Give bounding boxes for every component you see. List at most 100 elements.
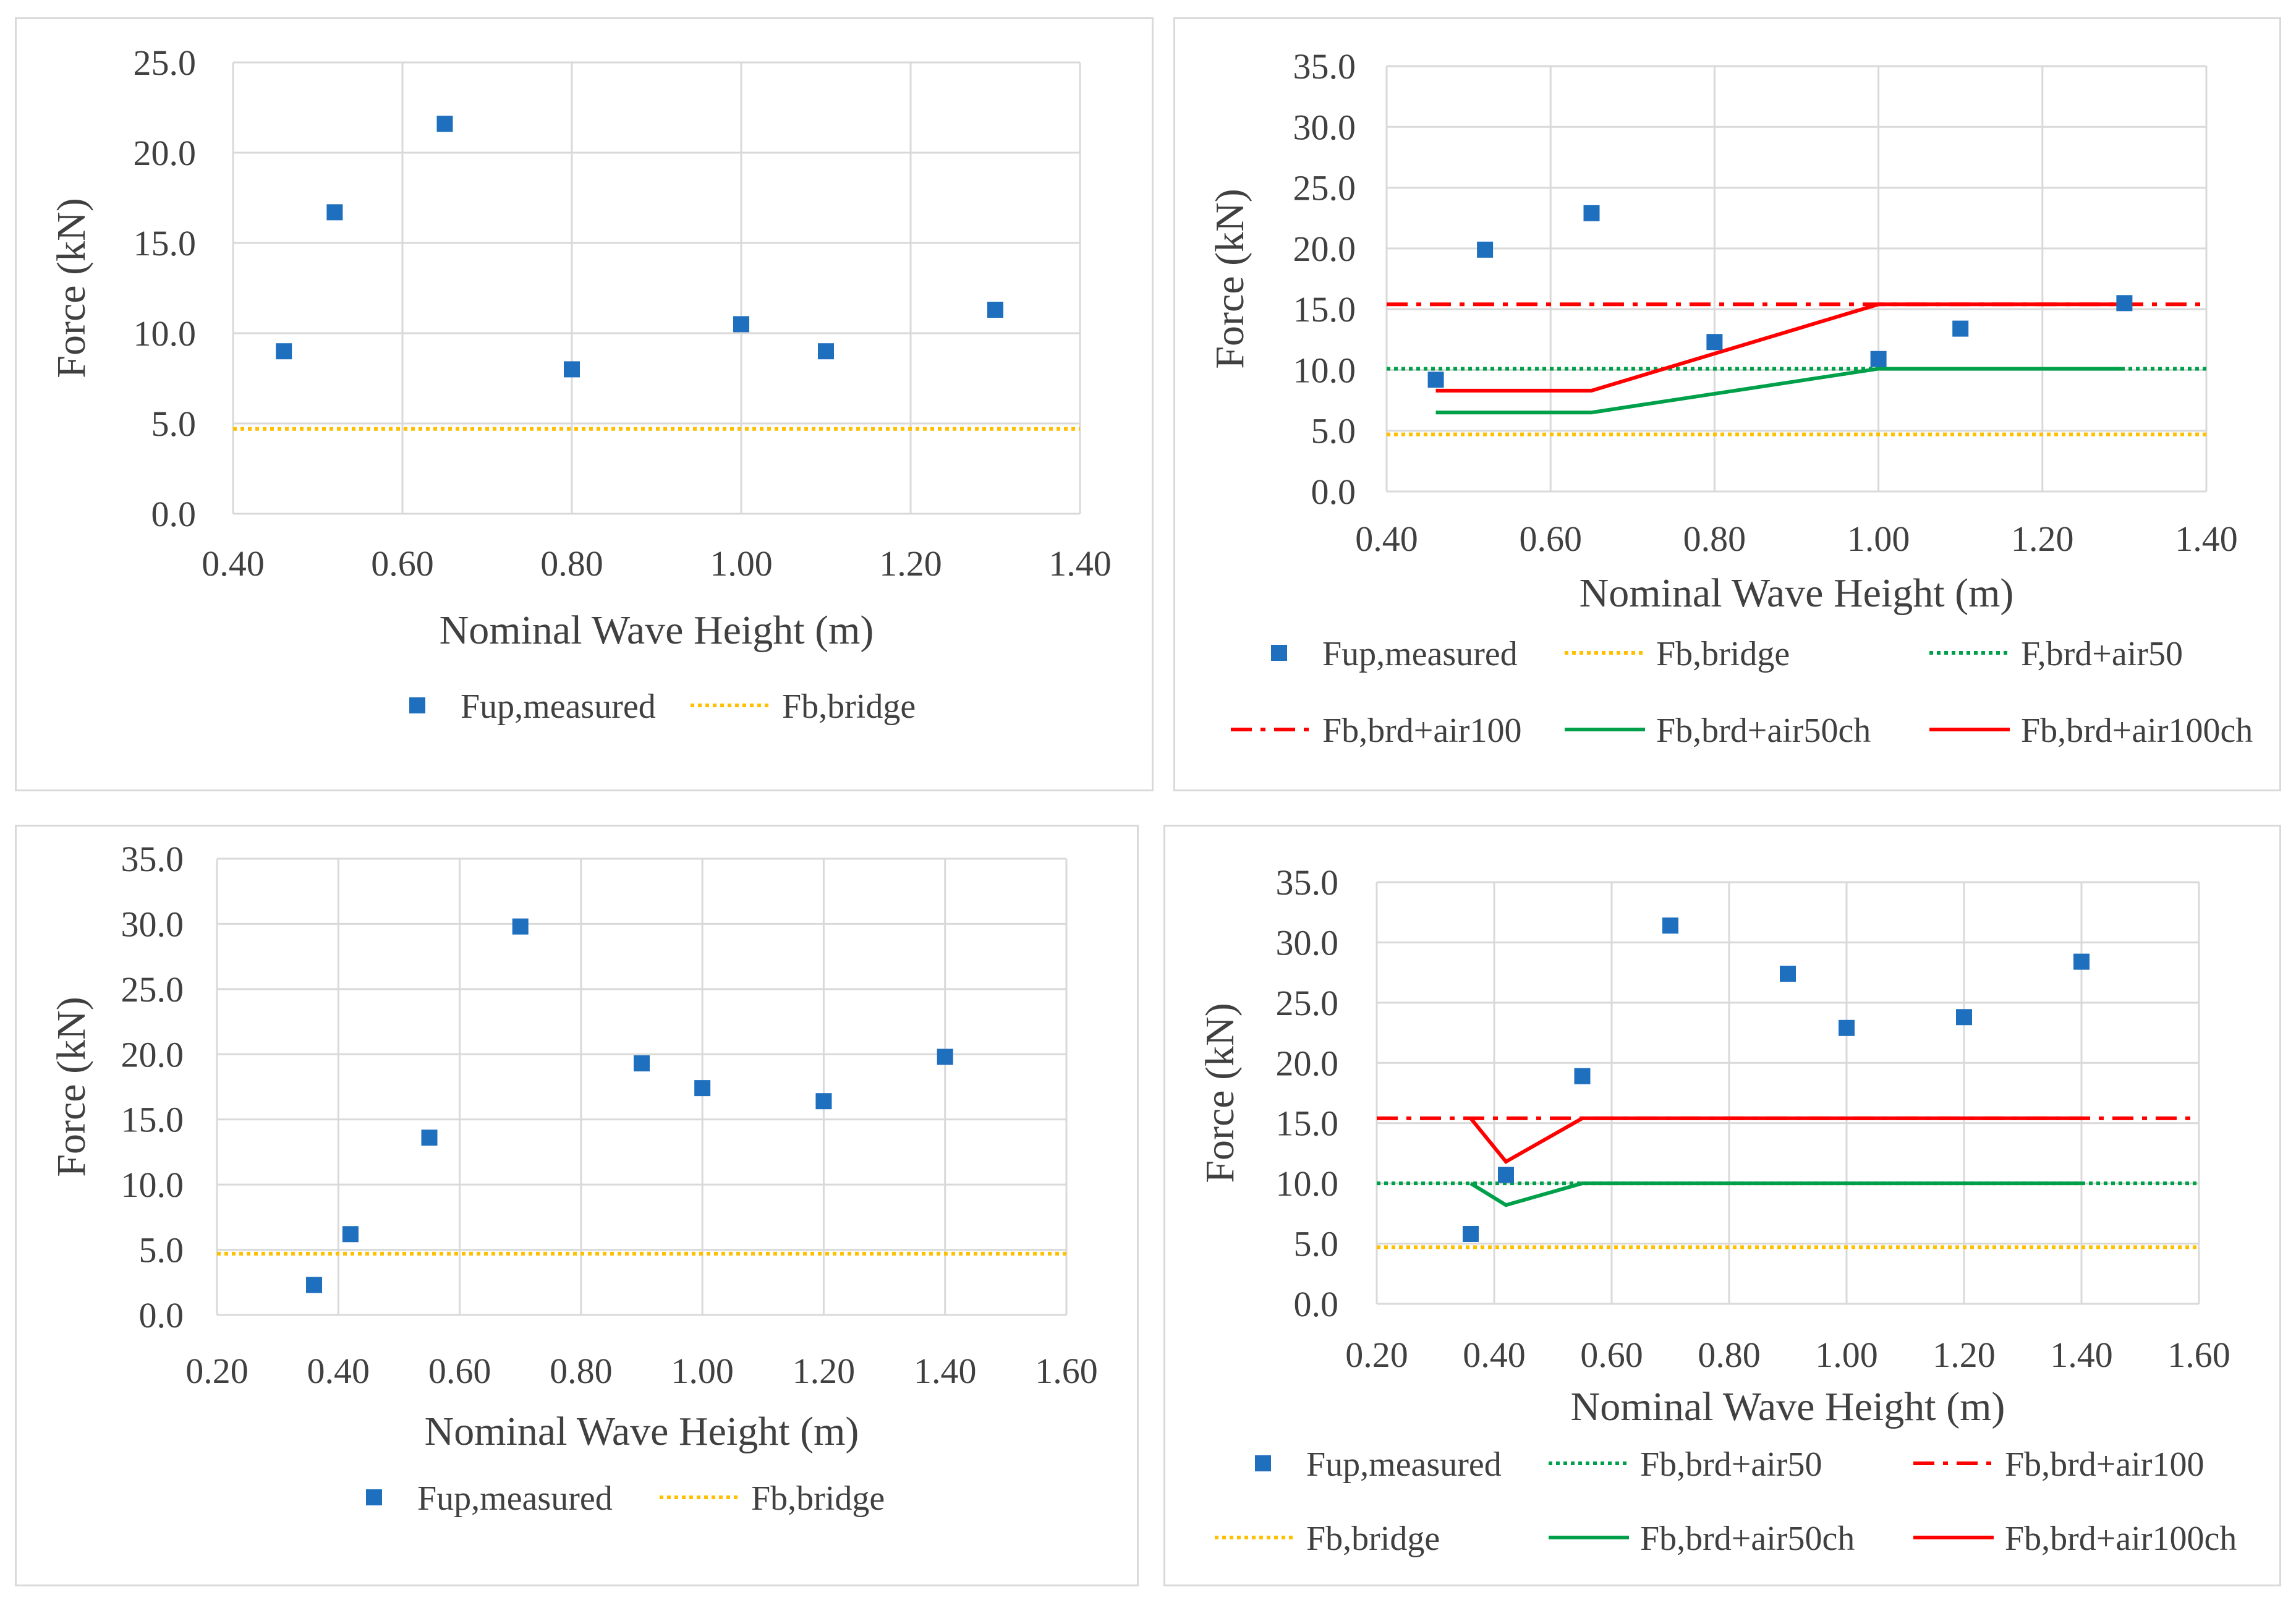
y-tick-label: 35.0 xyxy=(1293,46,1356,87)
legend-label: Fb,brd+air50ch xyxy=(1656,712,1871,750)
y-tick-label: 15.0 xyxy=(1293,289,1356,330)
y-tick-label: 30.0 xyxy=(1276,922,1339,963)
x-tick-label: 1.20 xyxy=(879,543,942,584)
x-tick-label: 1.00 xyxy=(1847,519,1910,559)
data-point xyxy=(512,918,529,935)
x-tick-label: 0.40 xyxy=(1355,519,1418,559)
y-tick-label: 20.0 xyxy=(1276,1043,1339,1083)
x-tick-label: 0.20 xyxy=(185,1351,249,1391)
x-tick-label: 0.80 xyxy=(1698,1335,1761,1375)
chart-panel-top-right: 0.40 0.60 0.80 1.00 1.20 1.40 0.0 5.0 10.0 15.0 20… xyxy=(1173,17,2281,791)
y-tick-label: 15.0 xyxy=(134,223,197,263)
x-tick-label: 0.40 xyxy=(202,543,265,584)
x-tick-label: 1.20 xyxy=(1932,1335,1996,1375)
x-tick-label: 0.40 xyxy=(307,1351,370,1391)
x-tick-label: 0.60 xyxy=(1519,519,1582,559)
data-point xyxy=(815,1093,832,1110)
legend-label: Fb,bridge xyxy=(782,687,916,726)
legend-label: Fb,brd+air100ch xyxy=(2005,1520,2237,1558)
data-point xyxy=(634,1055,650,1072)
data-point xyxy=(1870,351,1887,367)
y-tick-label: 20.0 xyxy=(134,133,197,173)
legend-label: Fup,measured xyxy=(461,687,656,726)
chart-panel-top-left: 0.40 0.60 0.80 1.00 1.20 1.40 0.0 5.0 10.0 15.0 20… xyxy=(15,17,1154,791)
data-point xyxy=(1498,1167,1514,1183)
y-tick-label: 0.0 xyxy=(1311,472,1356,512)
x-tick-label: 0.80 xyxy=(550,1351,613,1391)
y-tick-label: 5.0 xyxy=(151,404,197,444)
y-tick-label: 10.0 xyxy=(121,1165,184,1205)
x-tick-label: 1.00 xyxy=(1815,1335,1878,1375)
x-axis-title: Nominal Wave Height (m) xyxy=(425,1409,859,1454)
data-point xyxy=(733,316,749,333)
x-tick-label: 1.20 xyxy=(2011,519,2074,559)
data-point xyxy=(342,1226,359,1243)
data-point xyxy=(2073,953,2090,970)
data-point xyxy=(987,302,1003,318)
data-point xyxy=(1463,1225,1479,1242)
x-axis-title: Nominal Wave Height (m) xyxy=(1580,571,2014,616)
legend-label: Fb,bridge xyxy=(751,1479,885,1518)
legend-label: Fup,measured xyxy=(417,1479,613,1518)
data-point xyxy=(1780,966,1796,982)
y-tick-label: 5.0 xyxy=(1311,411,1356,451)
data-point xyxy=(818,343,834,360)
y-tick-label: 25.0 xyxy=(134,43,197,83)
series-line xyxy=(1469,1181,2081,1207)
legend-marker xyxy=(1255,1455,1271,1471)
y-tick-label: 15.0 xyxy=(121,1100,184,1140)
legend-marker xyxy=(409,697,425,713)
y-tick-label: 35.0 xyxy=(1276,862,1339,903)
legend-label: Fup,measured xyxy=(1322,635,1518,673)
y-tick-label: 5.0 xyxy=(139,1230,184,1270)
data-point xyxy=(2116,295,2133,312)
data-point xyxy=(436,116,453,132)
y-axis-title: Force (kN) xyxy=(49,997,94,1176)
y-axis-title: Force (kN) xyxy=(1197,1003,1243,1183)
x-tick-label: 1.40 xyxy=(1048,543,1112,584)
y-tick-label: 0.0 xyxy=(151,494,197,534)
y-tick-label: 10.0 xyxy=(134,313,197,354)
data-point xyxy=(1662,917,1678,934)
y-tick-label: 25.0 xyxy=(1293,168,1356,208)
x-tick-label: 1.60 xyxy=(1035,1351,1098,1391)
x-tick-label: 0.60 xyxy=(1580,1335,1643,1375)
legend-label: Fb,brd+air100 xyxy=(2005,1445,2204,1484)
legend-marker xyxy=(366,1489,382,1505)
data-point xyxy=(421,1129,438,1146)
x-tick-label: 1.00 xyxy=(671,1351,734,1391)
x-tick-label: 1.00 xyxy=(710,543,773,584)
chart-top-left: 0.40 0.60 0.80 1.00 1.20 1.40 0.0 5.0 10.0 15.0 20… xyxy=(49,43,1112,726)
x-tick-label: 0.80 xyxy=(1683,519,1746,559)
series-line xyxy=(1435,302,2125,393)
chart-top-right: 0.40 0.60 0.80 1.00 1.20 1.40 0.0 5.0 10.0 15.0 20… xyxy=(1207,46,2253,750)
legend-label: Fb,brd+air100 xyxy=(1322,712,1521,750)
y-axis-title: Force (kN) xyxy=(49,198,94,378)
data-point xyxy=(564,361,580,378)
data-point xyxy=(1427,372,1444,388)
y-tick-label: 25.0 xyxy=(1276,983,1339,1023)
data-point xyxy=(1839,1019,1855,1036)
data-point xyxy=(694,1080,711,1097)
y-tick-label: 5.0 xyxy=(1294,1224,1339,1264)
data-point xyxy=(276,343,292,360)
y-tick-label: 10.0 xyxy=(1276,1163,1339,1204)
y-tick-label: 15.0 xyxy=(1276,1104,1339,1144)
data-point xyxy=(1952,320,1969,337)
y-tick-label: 30.0 xyxy=(1293,107,1356,147)
series-line xyxy=(1435,367,2125,415)
legend-label: F,brd+air50 xyxy=(2021,635,2183,673)
x-axis-title: Nominal Wave Height (m) xyxy=(1571,1384,2005,1429)
chart-panel-bottom-right: 0.20 0.40 0.60 0.80 1.00 1.20 1.40 1.60 0.0 5.0 10… xyxy=(1163,825,2281,1586)
y-tick-label: 20.0 xyxy=(1293,229,1356,269)
x-tick-label: 1.40 xyxy=(914,1351,977,1391)
data-point xyxy=(1583,205,1600,221)
data-point xyxy=(1477,241,1494,258)
y-axis-title: Force (kN) xyxy=(1207,189,1252,368)
legend-marker xyxy=(1271,645,1287,661)
y-tick-label: 0.0 xyxy=(139,1295,184,1335)
data-point xyxy=(937,1049,953,1065)
chart-bottom-right: 0.20 0.40 0.60 0.80 1.00 1.20 1.40 1.60 0.0 5.0 10… xyxy=(1197,862,2237,1558)
y-tick-label: 20.0 xyxy=(121,1034,184,1074)
x-tick-label: 1.60 xyxy=(2167,1335,2230,1375)
